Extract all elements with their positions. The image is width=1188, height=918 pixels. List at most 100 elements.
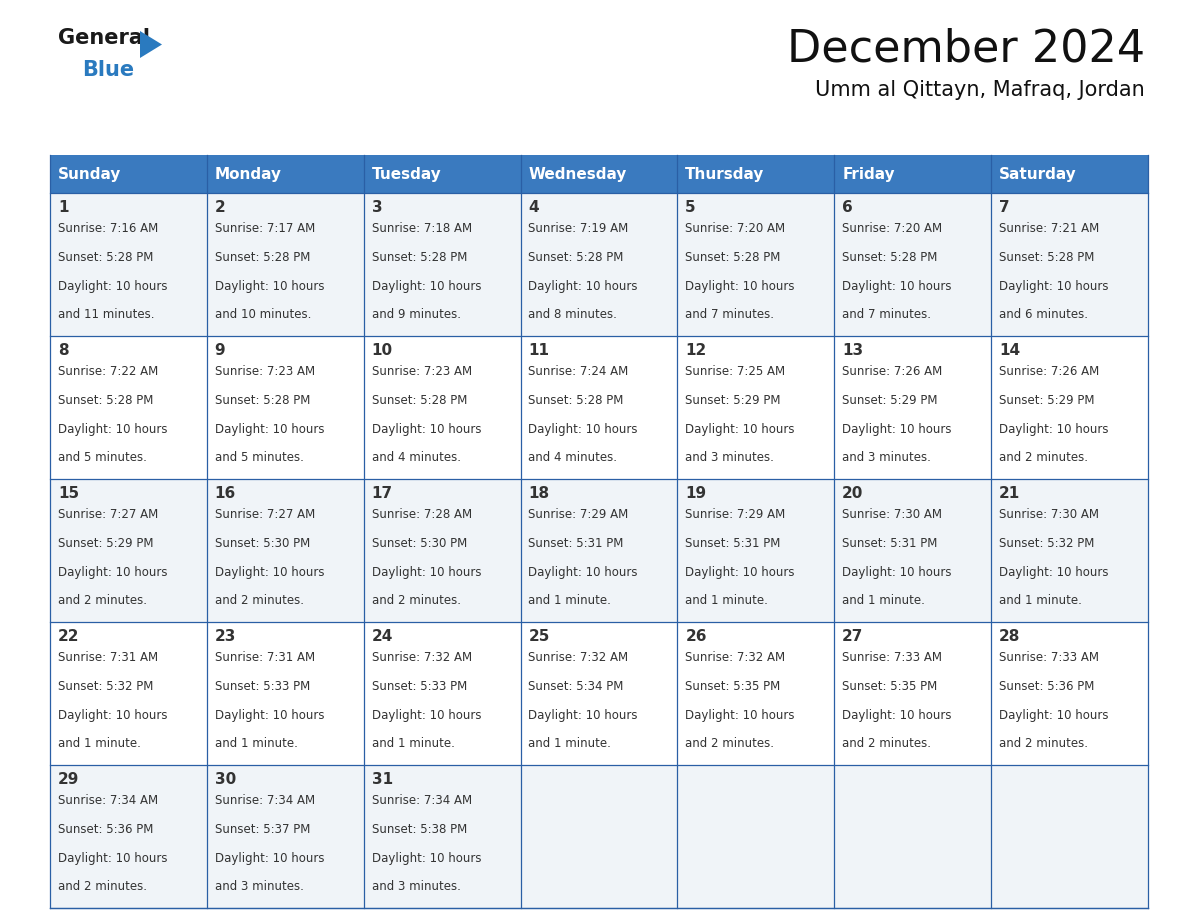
Text: 27: 27 <box>842 629 864 644</box>
Text: and 2 minutes.: and 2 minutes. <box>58 595 147 608</box>
Bar <box>520 155 677 193</box>
Text: Sunrise: 7:30 AM: Sunrise: 7:30 AM <box>999 508 1099 521</box>
Text: and 1 minute.: and 1 minute. <box>685 595 769 608</box>
Text: 31: 31 <box>372 772 393 787</box>
Bar <box>364 155 520 193</box>
Text: Daylight: 10 hours: Daylight: 10 hours <box>529 422 638 436</box>
Text: Sunset: 5:36 PM: Sunset: 5:36 PM <box>58 823 153 835</box>
Text: 29: 29 <box>58 772 80 787</box>
Text: Sunrise: 7:33 AM: Sunrise: 7:33 AM <box>999 651 1099 664</box>
Text: 6: 6 <box>842 200 853 215</box>
Text: Blue: Blue <box>82 60 134 80</box>
Text: and 3 minutes.: and 3 minutes. <box>215 880 304 893</box>
Text: Sunset: 5:35 PM: Sunset: 5:35 PM <box>842 680 937 693</box>
Text: Daylight: 10 hours: Daylight: 10 hours <box>685 422 795 436</box>
Text: 12: 12 <box>685 343 707 358</box>
Text: Sunrise: 7:32 AM: Sunrise: 7:32 AM <box>529 651 628 664</box>
Bar <box>50 193 1148 336</box>
Bar <box>50 765 1148 908</box>
Text: Daylight: 10 hours: Daylight: 10 hours <box>529 280 638 293</box>
Text: Sunset: 5:28 PM: Sunset: 5:28 PM <box>685 251 781 263</box>
Text: Sunset: 5:35 PM: Sunset: 5:35 PM <box>685 680 781 693</box>
Text: Sunrise: 7:19 AM: Sunrise: 7:19 AM <box>529 222 628 235</box>
Text: Sunset: 5:28 PM: Sunset: 5:28 PM <box>215 394 310 407</box>
Text: Daylight: 10 hours: Daylight: 10 hours <box>999 280 1108 293</box>
Text: and 7 minutes.: and 7 minutes. <box>685 308 775 321</box>
Text: Thursday: Thursday <box>685 166 765 182</box>
Bar <box>677 155 834 193</box>
Text: Daylight: 10 hours: Daylight: 10 hours <box>529 565 638 578</box>
Text: and 8 minutes.: and 8 minutes. <box>529 308 618 321</box>
Text: Sunset: 5:28 PM: Sunset: 5:28 PM <box>215 251 310 263</box>
Text: Daylight: 10 hours: Daylight: 10 hours <box>215 422 324 436</box>
Text: Sunrise: 7:34 AM: Sunrise: 7:34 AM <box>215 794 315 807</box>
Bar <box>207 155 364 193</box>
Text: Sunset: 5:28 PM: Sunset: 5:28 PM <box>999 251 1094 263</box>
Text: 2: 2 <box>215 200 226 215</box>
Text: Sunrise: 7:25 AM: Sunrise: 7:25 AM <box>685 365 785 378</box>
Text: Daylight: 10 hours: Daylight: 10 hours <box>215 280 324 293</box>
Text: Sunset: 5:30 PM: Sunset: 5:30 PM <box>372 537 467 550</box>
Text: Sunrise: 7:20 AM: Sunrise: 7:20 AM <box>685 222 785 235</box>
Text: and 9 minutes.: and 9 minutes. <box>372 308 461 321</box>
Text: Daylight: 10 hours: Daylight: 10 hours <box>842 280 952 293</box>
Text: Sunrise: 7:31 AM: Sunrise: 7:31 AM <box>58 651 158 664</box>
Bar <box>50 622 1148 765</box>
Bar <box>834 155 991 193</box>
Text: 19: 19 <box>685 486 707 501</box>
Text: 23: 23 <box>215 629 236 644</box>
Text: and 2 minutes.: and 2 minutes. <box>999 737 1088 750</box>
Text: Sunset: 5:30 PM: Sunset: 5:30 PM <box>215 537 310 550</box>
Text: 21: 21 <box>999 486 1020 501</box>
Text: Daylight: 10 hours: Daylight: 10 hours <box>685 280 795 293</box>
Polygon shape <box>140 31 162 58</box>
Text: Daylight: 10 hours: Daylight: 10 hours <box>999 709 1108 722</box>
Text: and 4 minutes.: and 4 minutes. <box>529 452 618 465</box>
Text: Sunrise: 7:21 AM: Sunrise: 7:21 AM <box>999 222 1099 235</box>
Text: and 11 minutes.: and 11 minutes. <box>58 308 154 321</box>
Text: Sunrise: 7:32 AM: Sunrise: 7:32 AM <box>685 651 785 664</box>
Text: Sunrise: 7:22 AM: Sunrise: 7:22 AM <box>58 365 158 378</box>
Text: Tuesday: Tuesday <box>372 166 441 182</box>
Text: Sunrise: 7:26 AM: Sunrise: 7:26 AM <box>842 365 942 378</box>
Text: Sunset: 5:33 PM: Sunset: 5:33 PM <box>215 680 310 693</box>
Text: 17: 17 <box>372 486 393 501</box>
Text: Daylight: 10 hours: Daylight: 10 hours <box>685 565 795 578</box>
Text: Sunrise: 7:24 AM: Sunrise: 7:24 AM <box>529 365 628 378</box>
Text: December 2024: December 2024 <box>786 28 1145 71</box>
Text: Sunrise: 7:27 AM: Sunrise: 7:27 AM <box>215 508 315 521</box>
Text: and 1 minute.: and 1 minute. <box>999 595 1082 608</box>
Text: Sunrise: 7:31 AM: Sunrise: 7:31 AM <box>215 651 315 664</box>
Text: Saturday: Saturday <box>999 166 1076 182</box>
Text: Sunset: 5:28 PM: Sunset: 5:28 PM <box>372 394 467 407</box>
Bar <box>991 155 1148 193</box>
Text: 16: 16 <box>215 486 236 501</box>
Text: Daylight: 10 hours: Daylight: 10 hours <box>372 280 481 293</box>
Text: Sunset: 5:36 PM: Sunset: 5:36 PM <box>999 680 1094 693</box>
Text: and 1 minute.: and 1 minute. <box>58 737 140 750</box>
Bar <box>50 479 1148 622</box>
Text: Daylight: 10 hours: Daylight: 10 hours <box>372 422 481 436</box>
Text: Sunset: 5:34 PM: Sunset: 5:34 PM <box>529 680 624 693</box>
Text: Sunset: 5:29 PM: Sunset: 5:29 PM <box>58 537 153 550</box>
Text: Umm al Qittayn, Mafraq, Jordan: Umm al Qittayn, Mafraq, Jordan <box>815 80 1145 100</box>
Text: 15: 15 <box>58 486 78 501</box>
Text: Sunset: 5:31 PM: Sunset: 5:31 PM <box>529 537 624 550</box>
Text: Sunrise: 7:18 AM: Sunrise: 7:18 AM <box>372 222 472 235</box>
Text: Daylight: 10 hours: Daylight: 10 hours <box>215 565 324 578</box>
Text: and 3 minutes.: and 3 minutes. <box>685 452 775 465</box>
Text: 14: 14 <box>999 343 1020 358</box>
Text: and 1 minute.: and 1 minute. <box>372 737 455 750</box>
Text: Sunrise: 7:16 AM: Sunrise: 7:16 AM <box>58 222 158 235</box>
Text: Sunrise: 7:28 AM: Sunrise: 7:28 AM <box>372 508 472 521</box>
Text: 20: 20 <box>842 486 864 501</box>
Text: and 5 minutes.: and 5 minutes. <box>215 452 304 465</box>
Text: 10: 10 <box>372 343 393 358</box>
Text: 3: 3 <box>372 200 383 215</box>
Text: and 1 minute.: and 1 minute. <box>529 595 612 608</box>
Text: Daylight: 10 hours: Daylight: 10 hours <box>215 709 324 722</box>
Text: Daylight: 10 hours: Daylight: 10 hours <box>842 709 952 722</box>
Text: Sunrise: 7:32 AM: Sunrise: 7:32 AM <box>372 651 472 664</box>
Text: General: General <box>58 28 150 48</box>
Text: 28: 28 <box>999 629 1020 644</box>
